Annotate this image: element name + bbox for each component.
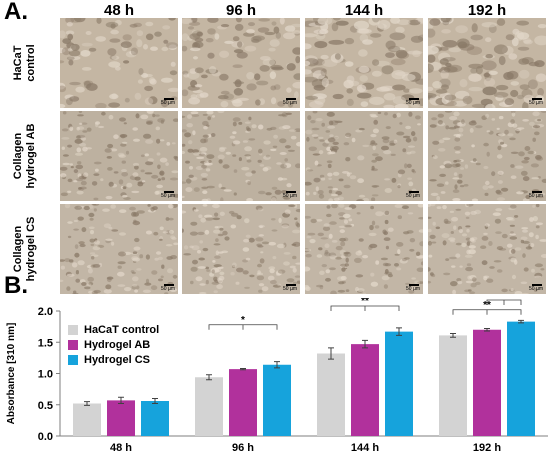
bar-hydrogel-ab-48h	[107, 400, 135, 436]
scale-bar-label: 50 µm	[406, 286, 420, 292]
legend-item-hydrogel-cs: Hydrogel CS	[68, 352, 159, 367]
x-tick-label: 48 h	[110, 442, 132, 454]
scale-bar	[286, 191, 296, 193]
scale-bar-label: 50 µm	[283, 286, 297, 292]
scale-bar-label: 50 µm	[406, 193, 420, 199]
column-label-96h: 96 h	[225, 2, 256, 19]
panel-b-label: B.	[4, 272, 28, 299]
scale-bar	[409, 191, 419, 193]
significance-marker: **	[483, 300, 491, 311]
legend-swatch-hydrogel-cs	[68, 354, 78, 365]
legend-label-hacat-control: HaCaT control	[84, 323, 160, 336]
legend-swatch-hacat-control	[68, 324, 78, 335]
scale-bar-label: 50 µm	[161, 100, 175, 106]
bar-hacat-control-48h	[73, 403, 101, 436]
scale-bar	[409, 284, 419, 286]
scale-bar-label: 50 µm	[529, 100, 543, 106]
scale-bar	[532, 98, 542, 100]
significance-marker: *	[502, 298, 506, 301]
scale-bar-label: 50 µm	[161, 193, 175, 199]
row-label-collagen-hydrogel-ab: Collagen hydrogel AB	[12, 123, 37, 189]
micrograph-tile: 50 µm	[305, 18, 423, 108]
scale-bar-label: 50 µm	[529, 193, 543, 199]
bar-hacat-control-144h	[317, 353, 345, 436]
legend-label-hydrogel-cs: Hydrogel CS	[84, 353, 151, 366]
y-tick-label: 1.5	[38, 337, 53, 349]
micrograph-tile: 50 µm	[428, 18, 546, 108]
y-tick-label: 2.0	[38, 306, 53, 318]
scale-bar-label: 50 µm	[406, 100, 420, 106]
micrograph-tile: 50 µm	[182, 18, 300, 108]
column-label-48h: 48 h	[103, 2, 134, 19]
scale-bar	[164, 98, 174, 100]
scale-bar	[532, 191, 542, 193]
legend-swatch-hydrogel-ab	[68, 339, 78, 350]
column-label-144h: 144 h	[344, 2, 384, 19]
absorbance-bar-chart: 0.0 0.5 1.0 1.5 2.0 Absorbance [310 nm] 48 h 96…	[6, 298, 548, 454]
legend-item-hacat-control: HaCaT control	[68, 322, 159, 337]
significance-marker: *	[241, 315, 245, 326]
row-label-collagen-hydrogel-cs: Collagen hydrogel CS	[12, 216, 37, 282]
bar-hydrogel-cs-96h	[263, 364, 291, 436]
legend-label-hydrogel-ab: Hydrogel AB	[84, 338, 151, 351]
micrograph-tile: 50 µm	[182, 111, 300, 201]
scale-bar-label: 50 µm	[283, 193, 297, 199]
x-tick-label: 192 h	[473, 442, 501, 454]
bar-hacat-control-96h	[195, 377, 223, 436]
y-axis-label: Absorbance [310 nm]	[6, 323, 17, 425]
bar-hydrogel-ab-192h	[473, 329, 501, 436]
micrograph-tile: 50 µm	[182, 204, 300, 294]
scale-bar	[286, 284, 296, 286]
chart-legend: HaCaT control Hydrogel AB Hydrogel CS	[68, 322, 159, 367]
panel-a-label: A.	[4, 0, 28, 25]
scale-bar-label: 50 µm	[283, 100, 297, 106]
scale-bar	[409, 98, 419, 100]
micrograph-tile: 50 µm	[60, 204, 178, 294]
y-tick-label: 0.5	[38, 400, 53, 412]
bar-hydrogel-cs-48h	[141, 401, 169, 436]
micrograph-tile: 50 µm	[305, 111, 423, 201]
scale-bar	[164, 191, 174, 193]
y-tick-label: 1.0	[38, 369, 53, 381]
micrograph-tile: 50 µm	[428, 204, 546, 294]
bar-hydrogel-ab-96h	[229, 369, 257, 436]
scale-bar	[286, 98, 296, 100]
column-label-192h: 192 h	[467, 2, 507, 19]
row-label-hacat-control: HaCaT control	[12, 44, 37, 82]
bar-hydrogel-cs-192h	[507, 321, 535, 436]
bar-hacat-control-192h	[439, 335, 467, 436]
y-tick-label: 0.0	[38, 431, 53, 443]
scale-bar-label: 50 µm	[161, 286, 175, 292]
scale-bar	[532, 284, 542, 286]
scale-bar-label: 50 µm	[529, 286, 543, 292]
x-tick-label: 144 h	[351, 442, 379, 454]
micrograph-tile: 50 µm	[60, 111, 178, 201]
micrograph-tile: 50 µm	[305, 204, 423, 294]
scale-bar	[164, 284, 174, 286]
micrograph-tile: 50 µm	[428, 111, 546, 201]
bar-hydrogel-cs-144h	[385, 331, 413, 436]
micrograph-tile: 50 µm	[60, 18, 178, 108]
x-tick-label: 96 h	[232, 442, 254, 454]
significance-marker: **	[361, 298, 369, 307]
legend-item-hydrogel-ab: Hydrogel AB	[68, 337, 159, 352]
bar-hydrogel-ab-144h	[351, 344, 379, 436]
